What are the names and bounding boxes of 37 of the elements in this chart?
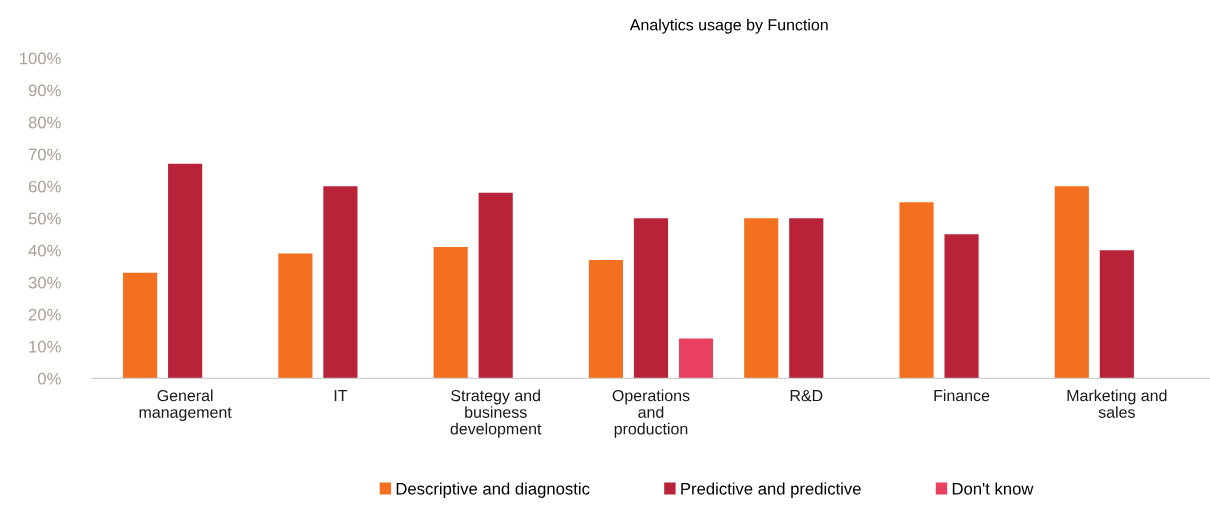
bar bbox=[588, 259, 624, 379]
chart-title: Analytics usage by Function bbox=[629, 18, 828, 34]
x-tick-label: Marketing and sales bbox=[1067, 389, 1167, 418]
bar bbox=[123, 272, 158, 379]
y-tick-label: 90% bbox=[28, 84, 61, 97]
y-tick-label: 60% bbox=[28, 180, 61, 193]
bar bbox=[678, 338, 714, 379]
x-tick-label: General management bbox=[139, 389, 232, 422]
x-tick-label: Operations and production bbox=[612, 389, 690, 438]
y-tick-label: 80% bbox=[28, 116, 61, 129]
legend-label: Descriptive and diagnostic bbox=[396, 482, 590, 498]
y-tick-label: 40% bbox=[28, 244, 61, 257]
bar bbox=[744, 218, 779, 379]
x-tick-label: Strategy and business development bbox=[450, 389, 542, 438]
bar bbox=[789, 218, 824, 379]
bar bbox=[1054, 186, 1089, 379]
bar bbox=[433, 247, 468, 379]
y-tick-label: 30% bbox=[28, 276, 61, 289]
bar bbox=[899, 202, 934, 379]
y-tick-label: 100% bbox=[20, 52, 61, 65]
bar bbox=[1099, 250, 1134, 379]
x-tick-label: Finance bbox=[934, 389, 990, 402]
bar bbox=[323, 186, 358, 379]
bar bbox=[944, 234, 979, 379]
x-tick-label: IT bbox=[334, 390, 348, 402]
bar bbox=[168, 163, 203, 379]
y-tick-label: 50% bbox=[28, 212, 61, 225]
legend-label: Predictive and predictive bbox=[681, 482, 861, 498]
y-tick-label: 70% bbox=[28, 148, 61, 161]
bar bbox=[633, 218, 669, 379]
bar bbox=[278, 253, 313, 379]
y-tick-label: 10% bbox=[29, 340, 61, 353]
y-tick-label: 0% bbox=[37, 372, 61, 385]
bar bbox=[478, 192, 513, 379]
legend-label: Don't know bbox=[952, 482, 1034, 495]
y-tick-label: 20% bbox=[28, 308, 61, 321]
x-tick-label: R&D bbox=[790, 390, 823, 402]
